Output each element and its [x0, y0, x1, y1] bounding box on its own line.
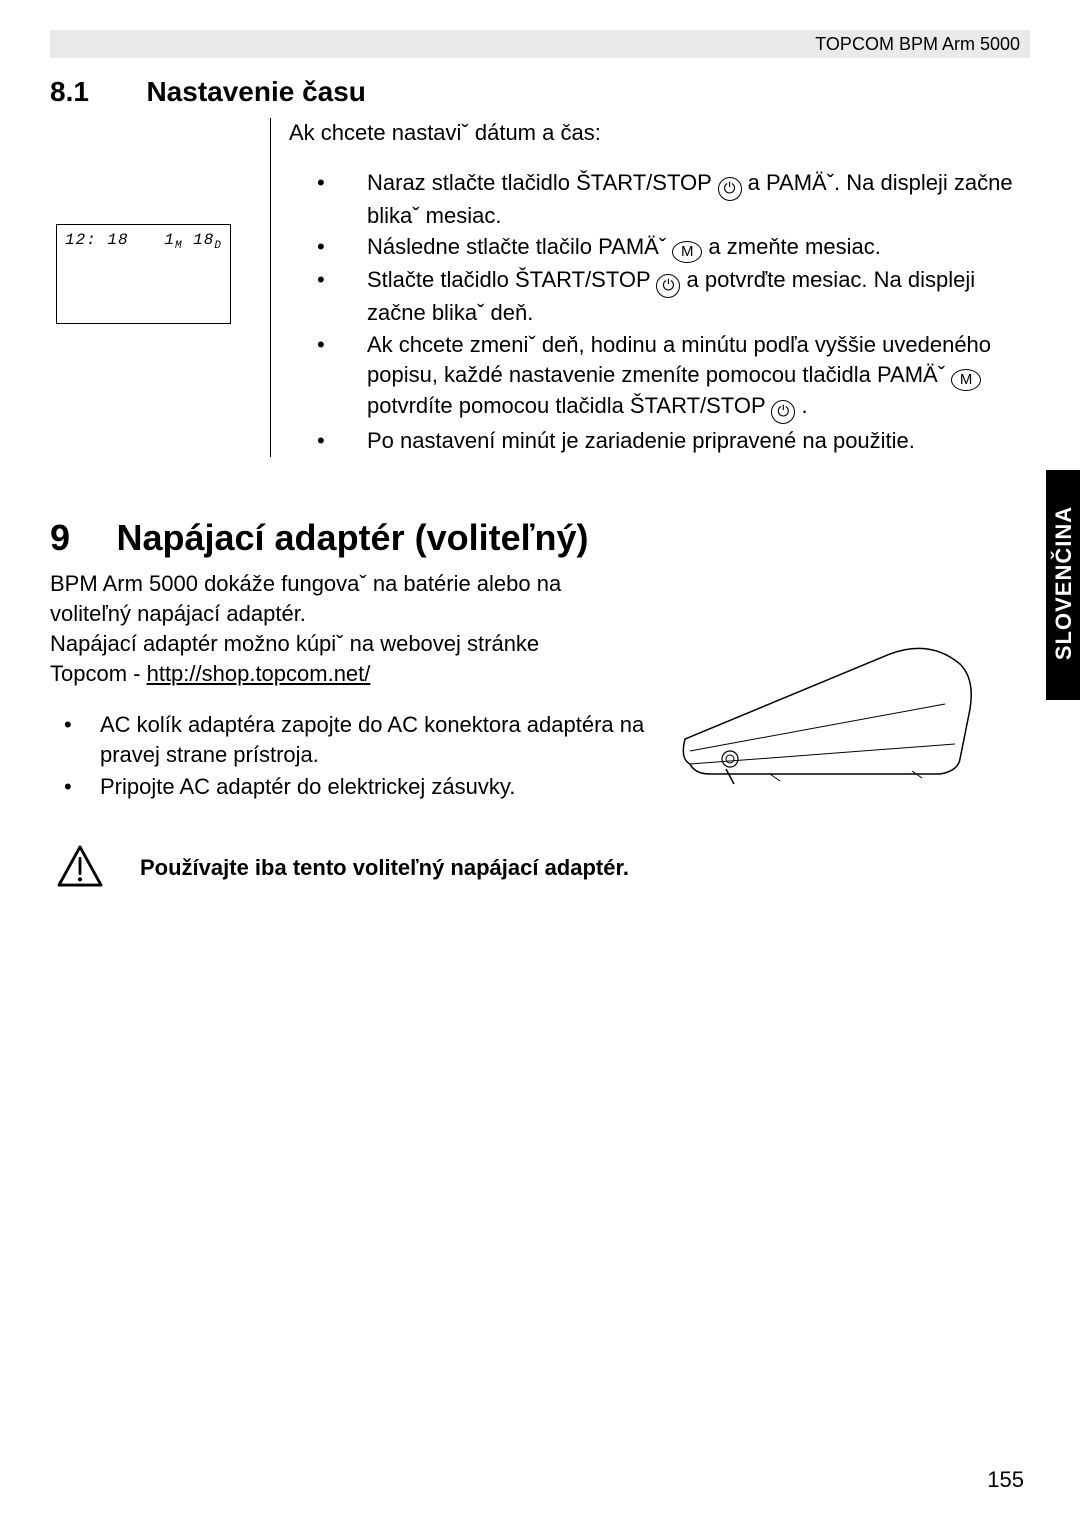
body-paragraph-1: BPM Arm 5000 dokáže fungovaˇ na batérie … — [50, 569, 610, 628]
section-8-1: 8.1 Nastavenie času 12: 18 1M 18D Ak chc… — [50, 76, 1030, 457]
step-3: Stlačte tlačidlo ŠTART/STOP ⏻ a potvrďte… — [289, 265, 1030, 328]
section-9-body: BPM Arm 5000 dokáže fungovaˇ na batérie … — [50, 569, 1030, 892]
device-illustration — [660, 609, 980, 809]
page-number: 155 — [987, 1467, 1024, 1493]
power-icon: ⏻ — [771, 400, 795, 424]
header-bar: TOPCOM BPM Arm 5000 — [50, 30, 1030, 58]
warning-text: Používajte iba tento voliteľný napájací … — [110, 854, 629, 883]
body-paragraph-2: Napájací adaptér možno kúpiˇ na webovej … — [50, 629, 610, 688]
lcd-display: 12: 18 1M 18D — [56, 224, 231, 324]
memory-icon: M — [672, 241, 702, 263]
section-title-9: Napájací adaptér (voliteľný) — [116, 517, 588, 559]
warning-icon — [50, 845, 110, 892]
step-1: Naraz stlačte tlačidlo ŠTART/STOP ⏻ a PA… — [289, 168, 1030, 231]
step-4: Ak chcete zmeniˇ deň, hodinu a minútu po… — [289, 330, 1030, 424]
section-9-heading: 9 Napájací adaptér (voliteľný) — [50, 517, 1030, 559]
instruction-1: AC kolík adaptéra zapojte do AC konektor… — [50, 710, 650, 769]
language-tab: SLOVENČINA — [1046, 470, 1080, 700]
product-name: TOPCOM BPM Arm 5000 — [815, 34, 1020, 54]
memory-icon: M — [951, 369, 981, 391]
power-icon: ⏻ — [718, 177, 742, 201]
shop-link[interactable]: http://shop.topcom.net/ — [147, 661, 371, 686]
step-2: Následne stlačte tlačilo PAMÄˇ M a zmeňt… — [289, 232, 1030, 263]
vertical-divider — [270, 118, 271, 457]
instruction-list: AC kolík adaptéra zapojte do AC konektor… — [50, 710, 650, 801]
display-time: 12: 18 — [65, 231, 129, 252]
intro-text: Ak chcete nastaviˇ dátum a čas: — [289, 118, 1030, 148]
steps-list: Naraz stlačte tlačidlo ŠTART/STOP ⏻ a PA… — [289, 168, 1030, 456]
language-label: SLOVENČINA — [1051, 493, 1077, 673]
warning-block: Používajte iba tento voliteľný napájací … — [50, 845, 650, 892]
display-date: 1M 18D — [164, 231, 222, 252]
power-icon: ⏻ — [656, 274, 680, 298]
section-number-9: 9 — [50, 517, 112, 559]
section-title-81: Nastavenie času — [146, 76, 365, 108]
instruction-2: Pripojte AC adaptér do elektrickej zásuv… — [50, 772, 650, 802]
section-number-81: 8.1 — [50, 76, 142, 108]
step-5: Po nastavení minút je zariadenie priprav… — [289, 426, 1030, 456]
